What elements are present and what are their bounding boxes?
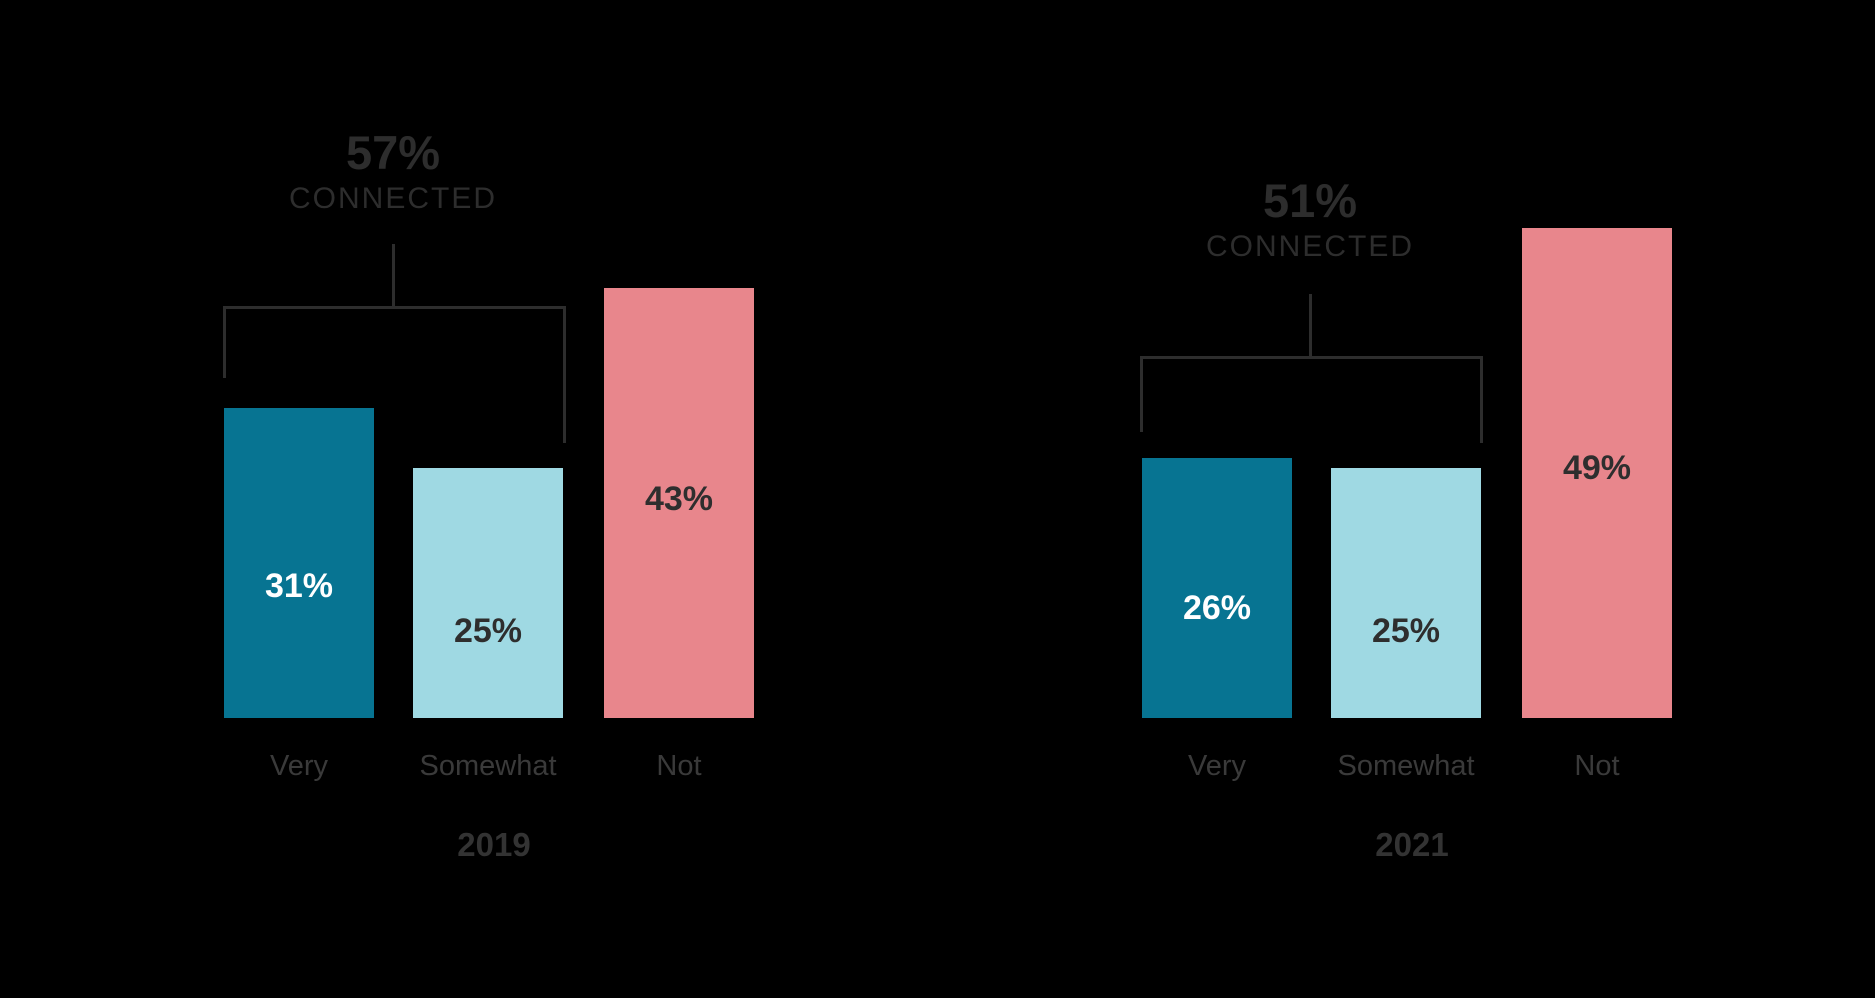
bar-value-2019-not: 43% xyxy=(644,480,714,518)
summary-block-2021: 51% CONNECTED xyxy=(1206,174,1414,266)
bar-value-2021-somewhat: 25% xyxy=(1371,612,1441,650)
bracket-left-leg xyxy=(1140,356,1143,432)
summary-percent-2019: 57% xyxy=(345,126,441,179)
category-label-2019-somewhat: Somewhat xyxy=(419,750,557,782)
bracket-horizontal xyxy=(223,306,566,309)
bar-2021-somewhat: 25% xyxy=(1331,468,1481,718)
summary-percent-2021: 51% xyxy=(1262,174,1358,227)
bracket-stem xyxy=(392,244,395,306)
bar-value-2021-very: 26% xyxy=(1182,589,1252,627)
bar-value-2021-not: 49% xyxy=(1562,449,1632,487)
year-label-2019: 2019 xyxy=(457,826,531,863)
year-label-2021: 2021 xyxy=(1375,826,1449,863)
bar-2019-somewhat: 25% xyxy=(413,468,563,718)
bracket-right-leg xyxy=(1480,356,1483,443)
bracket-left-leg xyxy=(223,306,226,378)
category-label-2019-very: Very xyxy=(269,750,329,782)
bar-2021-very: 26% xyxy=(1142,458,1292,718)
category-label-2021-very: Very xyxy=(1187,750,1247,782)
summary-block-2019: 57% CONNECTED xyxy=(289,126,497,218)
bracket-stem xyxy=(1309,294,1312,356)
bar-2019-very: 31% xyxy=(224,408,374,718)
category-label-2021-not: Not xyxy=(1574,750,1620,782)
summary-label-2019: CONNECTED xyxy=(288,182,498,215)
bar-2019-not: 43% xyxy=(604,288,754,718)
category-label-2019-not: Not xyxy=(656,750,702,782)
bracket-right-leg xyxy=(563,306,566,443)
bar-value-2019-very: 31% xyxy=(264,567,334,605)
category-label-2021-somewhat: Somewhat xyxy=(1337,750,1475,782)
bracket-horizontal xyxy=(1140,356,1483,359)
bar-value-2019-somewhat: 25% xyxy=(453,612,523,650)
bar-2021-not: 49% xyxy=(1522,228,1672,718)
summary-label-2021: CONNECTED xyxy=(1205,230,1415,263)
